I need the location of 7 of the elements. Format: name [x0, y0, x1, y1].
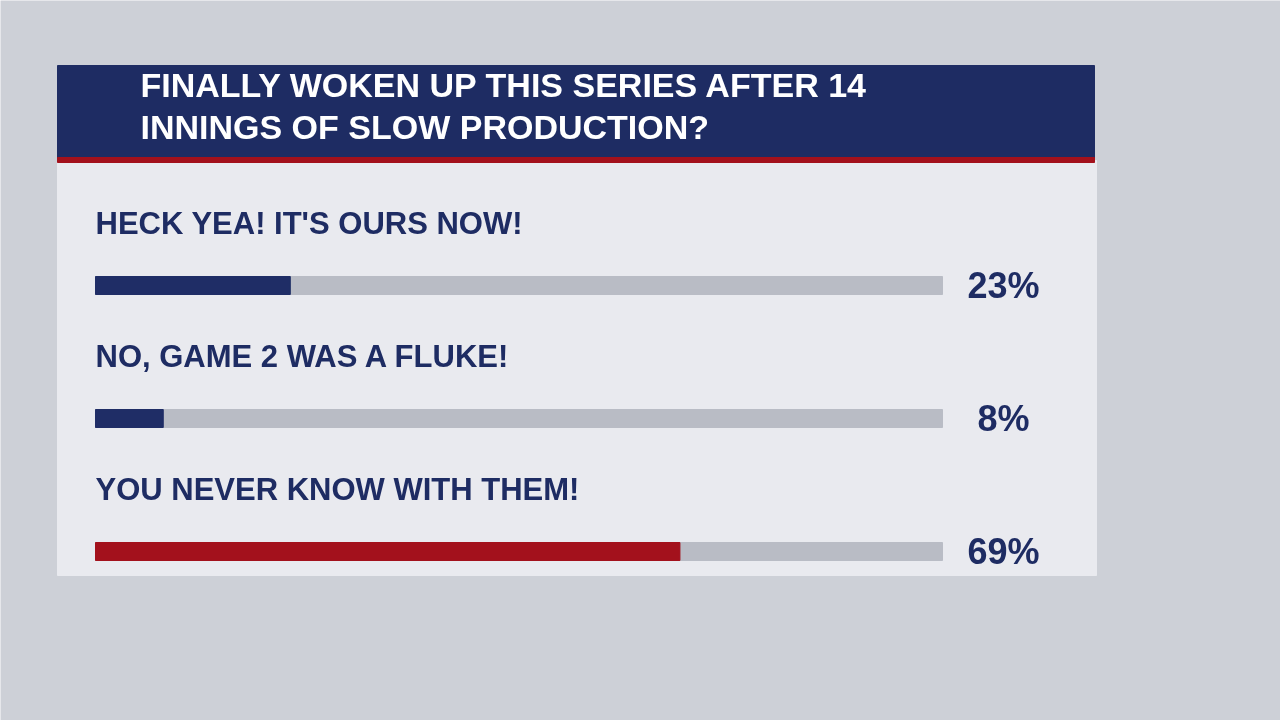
- data-label: 69%: [967, 531, 1040, 572]
- data-label: 8%: [977, 398, 1030, 439]
- data-label: 23%: [967, 265, 1040, 306]
- chart-title: FINALLY WOKEN UP THIS SERIES AFTER 14 INNINGS OF SLOW PRODUCTION?: [140, 65, 867, 146]
- y-tick-label: NO, GAME 2 WAS A FLUKE!: [95, 339, 509, 374]
- y-tick-label: HECK YEA! IT'S OURS NOW!: [95, 206, 523, 241]
- y-tick-label: YOU NEVER KNOW WITH THEM!: [95, 472, 580, 507]
